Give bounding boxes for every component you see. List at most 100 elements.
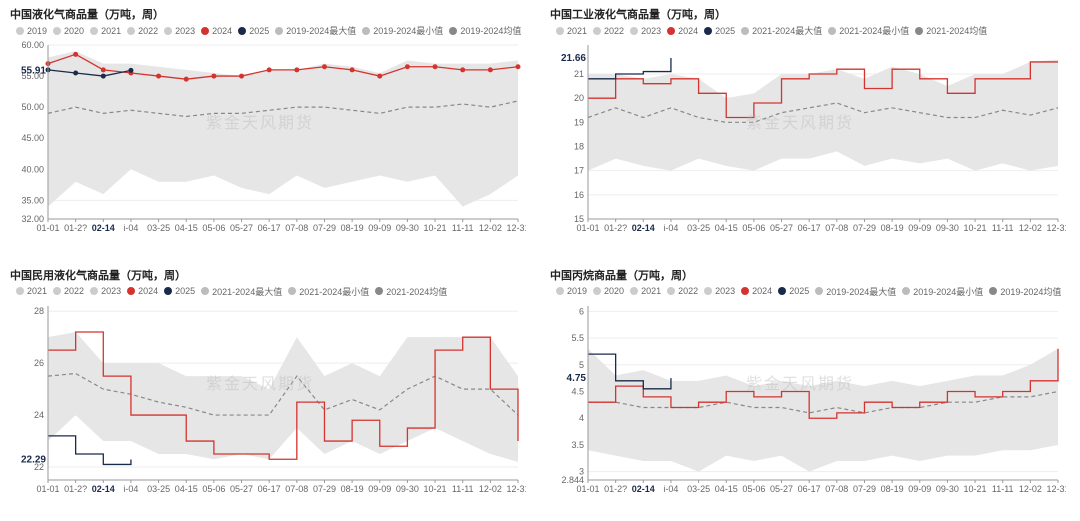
legend-label: 2021-2024最小值 <box>839 24 909 37</box>
svg-text:3.5: 3.5 <box>571 439 584 449</box>
svg-text:20: 20 <box>574 93 584 103</box>
svg-text:55.91: 55.91 <box>21 65 46 76</box>
svg-text:4.75: 4.75 <box>567 373 587 384</box>
plot-area: 2224262822.2901-0101-2?02-14i-0403-2504-… <box>6 300 533 500</box>
legend-item: 2019-2024均值 <box>989 285 1061 298</box>
legend-item: 2022 <box>127 26 158 36</box>
svg-text:24: 24 <box>34 410 44 420</box>
svg-text:06-17: 06-17 <box>798 223 821 233</box>
svg-text:07-29: 07-29 <box>853 484 876 494</box>
legend-item: 2024 <box>667 26 698 36</box>
legend-swatch <box>275 27 283 35</box>
svg-text:05-27: 05-27 <box>770 484 793 494</box>
legend-swatch <box>201 287 209 295</box>
legend-label: 2021 <box>27 286 47 296</box>
plot-area: 32.0035.0040.0045.0050.0055.0060.0055.91… <box>6 39 533 239</box>
svg-text:03-25: 03-25 <box>147 484 170 494</box>
svg-text:16: 16 <box>574 190 584 200</box>
chart-svg: 32.0035.0040.0045.0050.0055.0060.0055.91… <box>6 39 526 239</box>
legend-swatch <box>704 27 712 35</box>
legend-swatch <box>288 287 296 295</box>
svg-text:50.00: 50.00 <box>21 102 44 112</box>
legend-item: 2024 <box>127 286 158 296</box>
legend-label: 2021 <box>641 286 661 296</box>
legend-label: 2019 <box>27 26 47 36</box>
chart-title: 中国丙烷商品量（万吨，周） <box>550 267 1073 283</box>
chart-svg: 2224262822.2901-0101-2?02-14i-0403-2504-… <box>6 300 526 500</box>
svg-text:09-09: 09-09 <box>908 223 931 233</box>
svg-text:09-09: 09-09 <box>908 484 931 494</box>
legend-label: 2021 <box>101 26 121 36</box>
svg-text:60.00: 60.00 <box>21 40 44 50</box>
svg-text:12-02: 12-02 <box>479 484 502 494</box>
legend-label: 2023 <box>641 26 661 36</box>
legend-swatch <box>90 27 98 35</box>
svg-text:04-15: 04-15 <box>715 484 738 494</box>
legend-label: 2019-2024最大值 <box>826 285 896 298</box>
svg-text:45.00: 45.00 <box>21 133 44 143</box>
svg-text:i-04: i-04 <box>123 484 138 494</box>
legend-label: 2019-2024最小值 <box>913 285 983 298</box>
legend-item: 2024 <box>201 26 232 36</box>
svg-text:09-30: 09-30 <box>936 223 959 233</box>
legend-item: 2022 <box>53 286 84 296</box>
legend-label: 2023 <box>175 26 195 36</box>
legend-item: 2021 <box>556 26 587 36</box>
legend-item: 2019 <box>16 26 47 36</box>
legend-item: 2023 <box>630 26 661 36</box>
svg-text:26: 26 <box>34 358 44 368</box>
legend-item: 2021 <box>90 26 121 36</box>
legend-swatch <box>164 27 172 35</box>
chart-svg: 1516171819202121.6601-0101-2?02-14i-0403… <box>546 39 1066 239</box>
chart-svg: 2.84433.544.555.564.7501-0101-2?02-14i-0… <box>546 300 1066 500</box>
legend-swatch <box>375 287 383 295</box>
svg-text:11-11: 11-11 <box>992 484 1014 494</box>
svg-text:07-08: 07-08 <box>825 223 848 233</box>
legend-item: 2025 <box>778 286 809 296</box>
legend-swatch <box>53 287 61 295</box>
legend-label: 2024 <box>138 286 158 296</box>
legend-swatch <box>630 27 638 35</box>
legend-label: 2025 <box>715 26 735 36</box>
legend-item: 2021-2024最小值 <box>828 24 909 37</box>
legend: 202120222023202420252021-2024最大值2021-202… <box>556 24 1073 37</box>
svg-text:07-29: 07-29 <box>853 223 876 233</box>
svg-text:01-2?: 01-2? <box>604 223 627 233</box>
legend-item: 2023 <box>164 26 195 36</box>
legend-label: 2021 <box>567 26 587 36</box>
legend-label: 2021-2024均值 <box>386 285 447 298</box>
legend-label: 2019-2024最小值 <box>373 24 443 37</box>
svg-text:01-01: 01-01 <box>36 223 59 233</box>
svg-text:10-21: 10-21 <box>964 223 987 233</box>
svg-text:09-09: 09-09 <box>368 223 391 233</box>
legend-label: 2022 <box>64 286 84 296</box>
svg-text:06-17: 06-17 <box>258 484 281 494</box>
svg-text:18: 18 <box>574 142 584 152</box>
svg-text:4: 4 <box>579 413 584 423</box>
legend-label: 2021-2024最小值 <box>299 285 369 298</box>
panel-lpg-residential: 中国民用液化气商品量（万吨，周） 20212022202320242025202… <box>0 261 540 521</box>
svg-text:05-27: 05-27 <box>230 223 253 233</box>
svg-text:02-14: 02-14 <box>632 223 655 233</box>
legend-swatch <box>828 27 836 35</box>
legend-item: 2019-2024最小值 <box>902 285 983 298</box>
svg-text:09-30: 09-30 <box>396 223 419 233</box>
svg-text:35.00: 35.00 <box>21 195 44 205</box>
legend-item: 2021-2024最小值 <box>288 285 369 298</box>
legend-item: 2023 <box>704 286 735 296</box>
legend-swatch <box>667 287 675 295</box>
svg-text:12-02: 12-02 <box>479 223 502 233</box>
svg-text:i-04: i-04 <box>663 484 678 494</box>
svg-text:10-21: 10-21 <box>424 484 447 494</box>
legend-swatch <box>127 287 135 295</box>
plot-area: 2.84433.544.555.564.7501-0101-2?02-14i-0… <box>546 300 1073 500</box>
svg-text:11-11: 11-11 <box>452 484 474 494</box>
svg-text:12-31: 12-31 <box>506 223 526 233</box>
svg-text:04-15: 04-15 <box>175 223 198 233</box>
legend-label: 2019 <box>567 286 587 296</box>
svg-text:i-04: i-04 <box>123 223 138 233</box>
legend-label: 2024 <box>212 26 232 36</box>
legend: 20192020202120222023202420252019-2024最大值… <box>556 285 1073 298</box>
legend-swatch <box>362 27 370 35</box>
chart-title: 中国工业液化气商品量（万吨，周） <box>550 6 1073 22</box>
